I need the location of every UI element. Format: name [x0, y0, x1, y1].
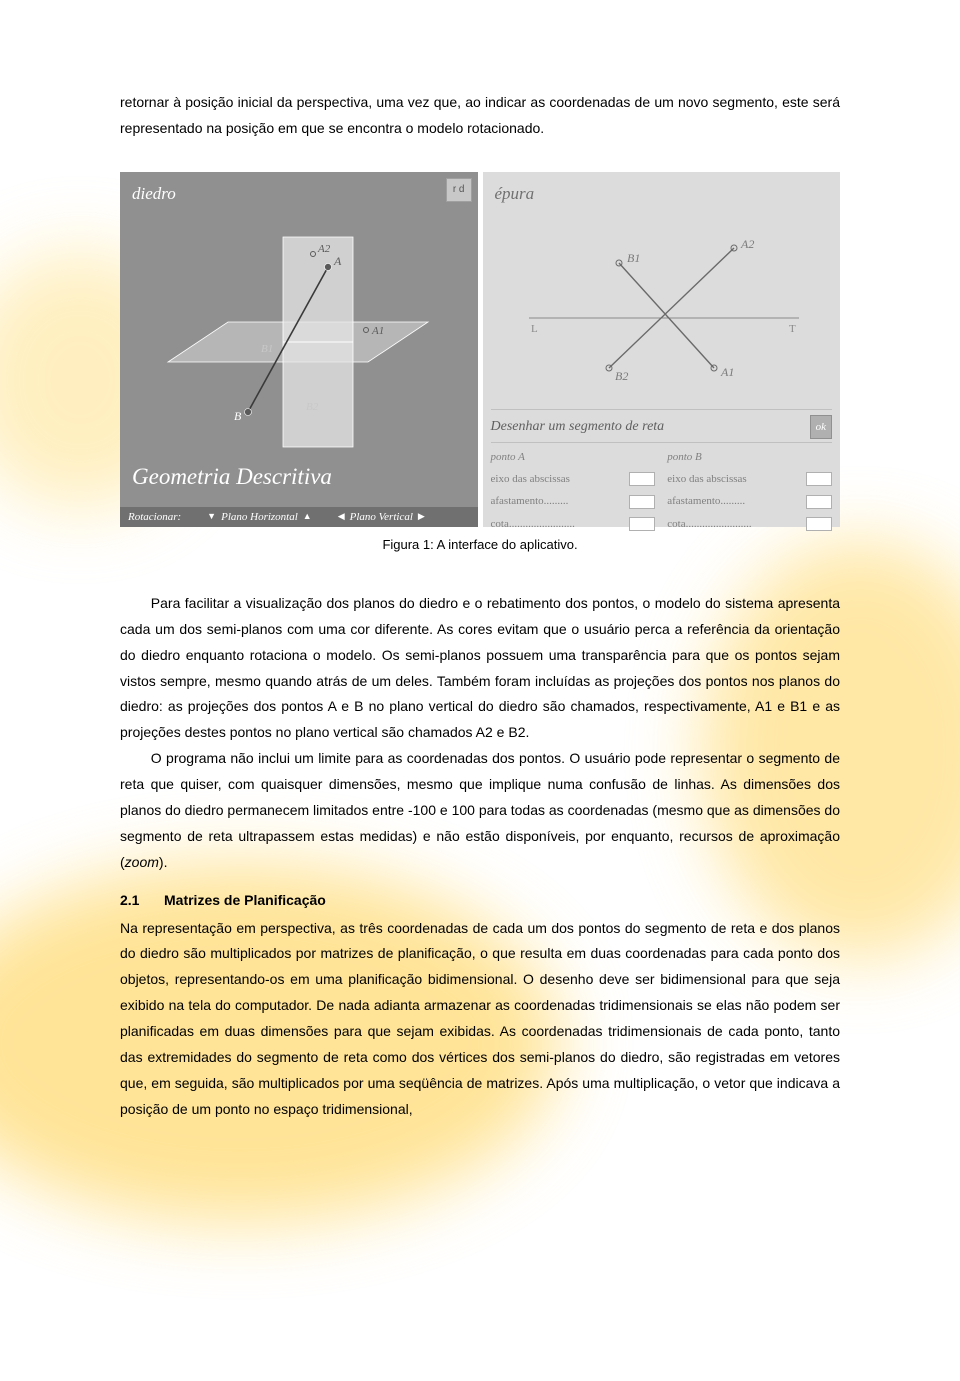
triangle-down-icon: ▼: [207, 508, 216, 525]
triangle-up-icon: ▲: [303, 508, 312, 525]
cota-b-input[interactable]: [806, 517, 832, 531]
eixo-b-label: eixo das abscissas: [667, 469, 804, 489]
afast-a-input[interactable]: [629, 495, 655, 509]
svg-text:B: B: [234, 409, 242, 423]
eixo-a-label: eixo das abscissas: [491, 469, 628, 489]
cota-a-label: cota........................: [491, 514, 628, 534]
section-num: 2.1: [120, 888, 164, 914]
svg-text:A1: A1: [720, 365, 734, 379]
para-3-text: O programa não inclui um limite para as …: [120, 750, 840, 870]
rd-button[interactable]: r d: [446, 178, 472, 203]
svg-text:B1: B1: [261, 343, 273, 355]
ponto-a-column: ponto A eixo das abscissas afastamento..…: [491, 447, 656, 536]
input-panel: Desenhar um segmento de reta ok ponto A …: [491, 409, 833, 521]
para-4: Na representação em perspectiva, as três…: [120, 916, 840, 1123]
intro-paragraph: retornar à posição inicial da perspectiv…: [120, 90, 840, 142]
input-header-text: Desenhar um segmento de reta: [491, 414, 665, 440]
afast-b-label: afastamento.........: [667, 491, 804, 511]
svg-text:B1: B1: [627, 251, 640, 265]
afast-b-input[interactable]: [806, 495, 832, 509]
section-heading: 2.1Matrizes de Planificação: [120, 888, 840, 914]
ok-button[interactable]: ok: [810, 415, 832, 439]
zoom-italic: zoom: [125, 854, 159, 870]
svg-text:L: L: [531, 323, 538, 335]
afast-a-label: afastamento.........: [491, 491, 628, 511]
ponto-b-column: ponto B eixo das abscissas afastamento..…: [667, 447, 832, 536]
ponto-b-label: ponto B: [667, 447, 832, 467]
epura-panel: épura L T B1 A2 B2 A1 Desenhar um segmen…: [483, 172, 841, 527]
svg-text:A2: A2: [317, 243, 331, 255]
figure-1: diedro r d A B A1 A2 B1 B2 Geometria De: [120, 172, 840, 527]
svg-text:B2: B2: [615, 369, 628, 383]
cota-a-input[interactable]: [629, 517, 655, 531]
para-2: Para facilitar a visualização dos planos…: [120, 591, 840, 746]
svg-text:A2: A2: [740, 237, 754, 251]
rotacionar-label: Rotacionar:: [128, 507, 181, 527]
cota-b-label: cota........................: [667, 514, 804, 534]
figure-caption: Figura 1: A interface do aplicativo.: [120, 533, 840, 557]
para-3-end: ).: [159, 854, 168, 870]
rotacionar-bar: Rotacionar: ▼ Plano Horizontal ▲ ◀ Plano…: [120, 507, 478, 527]
epura-title: épura: [495, 178, 535, 209]
epura-svg: L T B1 A2 B2 A1: [499, 208, 829, 408]
triangle-left-icon: ◀: [338, 508, 345, 525]
diedro-panel: diedro r d A B A1 A2 B1 B2 Geometria De: [120, 172, 478, 527]
plano-vertical-control[interactable]: ◀ Plano Vertical ▶: [338, 507, 425, 527]
section-title: Matrizes de Planificação: [164, 892, 326, 908]
svg-text:B2: B2: [306, 401, 319, 413]
plano-h-label: Plano Horizontal: [221, 507, 298, 527]
eixo-b-input[interactable]: [806, 472, 832, 486]
diedro-title: diedro: [132, 178, 176, 209]
svg-text:A1: A1: [371, 325, 384, 337]
eixo-a-input[interactable]: [629, 472, 655, 486]
geo-title: Geometria Descritiva: [132, 456, 332, 499]
para-3: O programa não inclui um limite para as …: [120, 746, 840, 875]
svg-text:A: A: [333, 254, 342, 268]
ponto-a-label: ponto A: [491, 447, 656, 467]
triangle-right-icon: ▶: [418, 508, 425, 525]
diedro-3d-svg: A B A1 A2 B1 B2: [148, 212, 458, 472]
svg-text:T: T: [789, 323, 796, 335]
plano-horizontal-control[interactable]: ▼ Plano Horizontal ▲: [207, 507, 312, 527]
plano-v-label: Plano Vertical: [350, 507, 413, 527]
